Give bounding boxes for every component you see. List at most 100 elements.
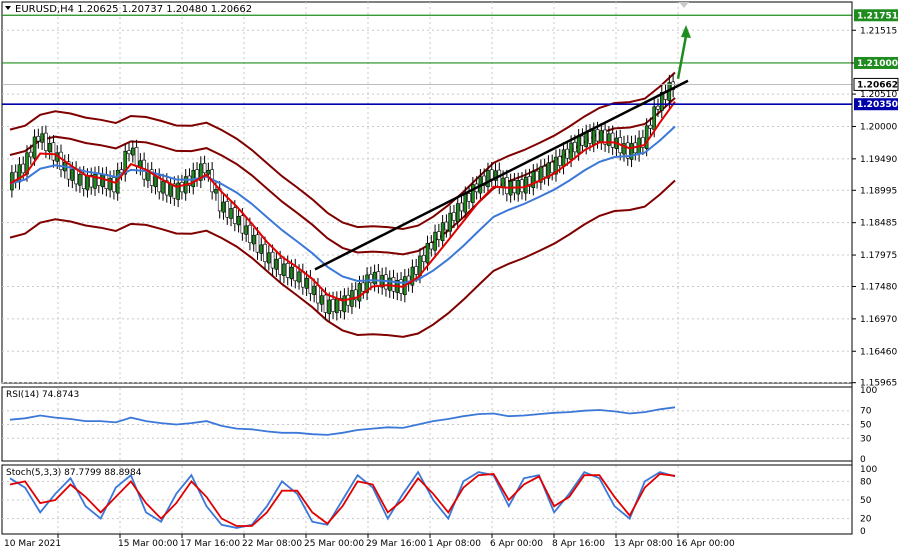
price-levels — [2, 14, 852, 106]
candle-body — [21, 163, 26, 174]
candle-body — [319, 295, 324, 305]
candle-body — [221, 201, 226, 213]
candle-body — [47, 142, 52, 153]
candle-body — [251, 235, 256, 245]
forecast-arrow-shaft — [676, 35, 688, 79]
rsi-line — [9, 406, 676, 436]
rsi-tick-label: 70 — [860, 407, 872, 417]
candle-body — [595, 129, 600, 142]
candle-body — [561, 149, 566, 168]
candle-body — [308, 277, 313, 294]
candle-body — [157, 175, 162, 193]
candle-body — [557, 156, 562, 166]
candle-body — [591, 129, 596, 145]
stoch-tick-label: 50 — [860, 496, 872, 506]
candle-body — [236, 216, 241, 226]
candle-body — [168, 184, 173, 197]
time-tick-label: 16 Apr 00:00 — [676, 539, 735, 549]
candle-body — [648, 124, 653, 129]
level-price-label: 1.21751 — [857, 11, 898, 21]
candle-body — [550, 161, 555, 174]
candle-body — [376, 271, 381, 287]
candle-body — [180, 182, 184, 193]
candle-body — [531, 171, 536, 189]
time-axis: 10 Mar 2021 15 Mar 00:00 17 Mar 16:00 22 Ma… — [4, 534, 735, 549]
shift-marker-icon — [679, 2, 689, 8]
candle-body — [542, 166, 547, 178]
time-tick-label: 1 Apr 08:00 — [428, 539, 481, 549]
candle-body — [93, 173, 97, 189]
candle-body — [74, 168, 78, 185]
last-price-badge — [853, 77, 899, 91]
level-price-badge — [854, 56, 898, 69]
candle-body — [365, 274, 369, 293]
candle-body — [263, 243, 267, 263]
candle-body — [44, 132, 48, 151]
candle-body — [51, 142, 56, 161]
price-tick-label: 1.20000 — [860, 122, 897, 132]
price-tick-label: 1.16970 — [860, 315, 897, 325]
stoch-tick-label: 100 — [860, 465, 877, 475]
candle-body — [573, 142, 577, 153]
candle-body — [588, 131, 592, 144]
candle-body — [335, 298, 339, 314]
candle-body — [112, 177, 116, 193]
candle-body — [546, 162, 551, 179]
candle-body — [463, 193, 468, 213]
candle-body — [282, 263, 286, 276]
candle-body — [580, 135, 585, 146]
candle-body — [149, 169, 154, 186]
candle-body — [331, 299, 335, 312]
chart-title: EURUSD,H4 1.20625 1.20737 1.20480 1.2066… — [15, 4, 252, 15]
time-tick-label: 25 Mar 00:00 — [304, 539, 364, 549]
price-tick-label: 1.15965 — [860, 379, 897, 389]
candle-body — [444, 221, 449, 231]
candle-body — [437, 231, 441, 240]
candle-body — [255, 234, 260, 253]
candle-body — [610, 132, 615, 148]
price-axis: 1.21515 1.21000 1.20510 1.20000 1.19490 1.189… — [851, 0, 900, 555]
candle-body — [440, 222, 445, 242]
candle-body — [342, 295, 347, 313]
candle-body — [629, 143, 634, 160]
candle-body — [36, 136, 41, 142]
moving-averages — [9, 101, 676, 302]
candle-body — [387, 277, 392, 291]
candle-body — [433, 231, 437, 251]
stoch-tick-label: 20 — [860, 515, 872, 525]
price-tick-label: 1.18485 — [860, 219, 897, 229]
candle-body — [293, 266, 298, 282]
candle-body — [391, 277, 396, 292]
drawings — [314, 2, 691, 271]
candle-body — [289, 266, 294, 280]
level-price-label: 1.20350 — [857, 100, 898, 110]
rsi-tick-label: 30 — [860, 434, 872, 444]
price-tick-label: 1.19490 — [860, 155, 897, 165]
time-tick-label: 29 Mar 16:00 — [366, 539, 426, 549]
candle-body — [459, 202, 464, 212]
candle-body — [421, 255, 426, 263]
candle-body — [369, 273, 373, 283]
candle-body — [482, 175, 486, 186]
candle-body — [372, 271, 377, 285]
candle-body — [32, 136, 37, 159]
candle-body — [130, 147, 135, 156]
candle-body — [505, 177, 509, 195]
candle-body — [554, 156, 558, 175]
collapse-triangle-icon[interactable] — [5, 6, 11, 10]
candle-body — [108, 177, 112, 191]
candle-body — [119, 169, 124, 174]
candle-body — [270, 251, 275, 269]
candle-body — [361, 282, 366, 292]
candle-body — [40, 133, 44, 143]
candle-body — [501, 177, 505, 189]
candle-body — [100, 174, 105, 188]
candle-body — [134, 147, 139, 167]
candle-body — [297, 271, 301, 283]
candle-body — [78, 173, 82, 186]
last-price-label: 1.20662 — [857, 80, 898, 90]
candle-body — [520, 179, 524, 193]
price-tick-label: 1.17975 — [860, 251, 897, 261]
candle-body — [304, 277, 309, 289]
